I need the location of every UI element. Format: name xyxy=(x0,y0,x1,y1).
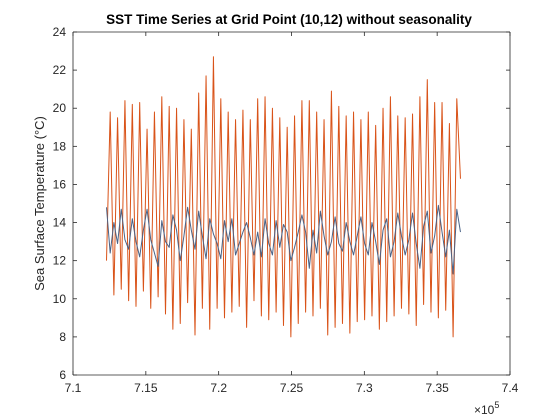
y-tick-label: 18 xyxy=(53,139,67,153)
x-axis-exponent-base: ×10 xyxy=(474,403,495,417)
chart-title: SST Time Series at Grid Point (10,12) wi… xyxy=(106,12,472,27)
y-axis-ticks: 6 8 10 12 14 16 18 20 22 24 xyxy=(53,25,510,382)
series-line-2 xyxy=(106,204,461,275)
series-line-1 xyxy=(106,56,461,338)
x-tick-label: 7.1 xyxy=(65,381,82,395)
x-tick-label: 7.25 xyxy=(280,381,304,395)
y-tick-label: 24 xyxy=(53,25,67,39)
x-axis-exponent: ×105 xyxy=(474,400,499,417)
y-tick-label: 14 xyxy=(53,216,67,230)
x-axis-ticks: 7.1 7.15 7.2 7.25 7.3 7.35 7.4 xyxy=(65,32,519,395)
y-tick-label: 10 xyxy=(53,292,67,306)
y-tick-label: 22 xyxy=(53,63,67,77)
x-tick-label: 7.2 xyxy=(210,381,227,395)
y-tick-label: 6 xyxy=(59,368,66,382)
series-group xyxy=(106,56,461,338)
x-tick-label: 7.3 xyxy=(356,381,373,395)
y-tick-label: 12 xyxy=(53,254,67,268)
y-tick-label: 20 xyxy=(53,101,67,115)
x-axis-exponent-power: 5 xyxy=(494,400,499,410)
y-tick-label: 8 xyxy=(59,330,66,344)
y-tick-label: 16 xyxy=(53,177,67,191)
y-axis-label: Sea Surface Temperature (°C) xyxy=(32,116,47,291)
x-tick-label: 7.4 xyxy=(502,381,519,395)
x-tick-label: 7.15 xyxy=(134,381,158,395)
x-tick-label: 7.35 xyxy=(425,381,449,395)
